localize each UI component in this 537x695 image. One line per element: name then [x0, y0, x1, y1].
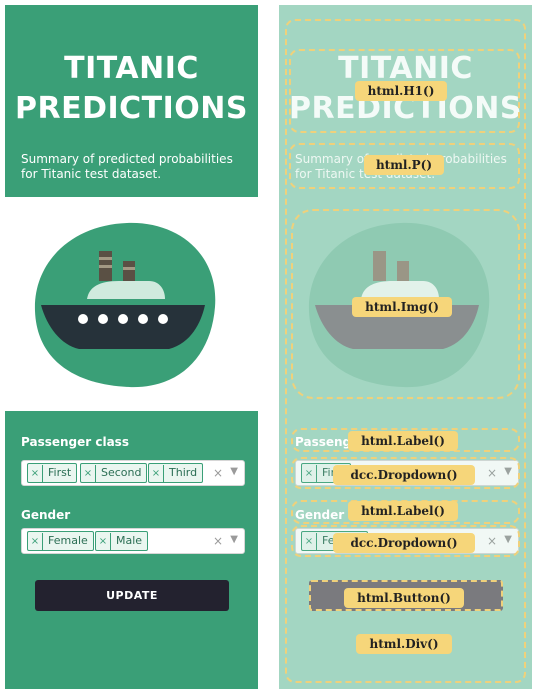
remove-icon[interactable]: ×	[81, 465, 96, 483]
remove-icon: ×	[302, 465, 317, 483]
caret-down-icon: ▼	[504, 534, 512, 545]
outline-label-1	[291, 428, 520, 452]
chip-second[interactable]: × Second	[80, 463, 148, 483]
passenger-class-label: Passenger class	[21, 435, 129, 449]
chip-male[interactable]: × Male	[95, 531, 149, 551]
tag-label-1: html.Label()	[348, 431, 458, 451]
image-section	[5, 197, 258, 411]
gender-label: Gender	[21, 508, 71, 522]
remove-icon[interactable]: ×	[28, 465, 43, 483]
clear-icon: ×	[486, 466, 497, 480]
tag-div: html.Div()	[356, 634, 452, 654]
gender-dropdown[interactable]: × Female × Male × ▼	[21, 528, 245, 554]
ship-image	[34, 222, 216, 388]
tag-dropdown-1: dcc.Dropdown()	[333, 465, 475, 485]
clear-icon[interactable]: ×	[212, 534, 223, 548]
title-line-2: PREDICTIONS	[14, 91, 248, 126]
outline-h1	[289, 49, 520, 133]
clear-icon[interactable]: ×	[212, 466, 223, 480]
overlay-gender-label: Gender	[295, 508, 345, 522]
chip-third[interactable]: × Third	[148, 463, 204, 483]
caret-down-icon: ▼	[504, 466, 512, 477]
tag-label-2: html.Label()	[348, 501, 458, 521]
outline-img	[291, 209, 520, 399]
header-section: TITANIC PREDICTIONS Summary of predicted…	[5, 5, 258, 197]
chip-female[interactable]: × Female	[27, 531, 94, 551]
outline-div	[285, 19, 526, 683]
caret-down-icon[interactable]: ▼	[230, 534, 238, 545]
tag-img: html.Img()	[352, 297, 452, 317]
page-title: TITANIC PREDICTIONS	[5, 49, 258, 129]
caret-down-icon[interactable]: ▼	[230, 466, 238, 477]
clear-icon: ×	[486, 534, 497, 548]
chip-first[interactable]: × First	[27, 463, 78, 483]
annotated-panel: TITANIC PREDICTIONS Summary of predicted…	[279, 5, 532, 689]
remove-icon[interactable]: ×	[28, 533, 43, 551]
update-button[interactable]: UPDATE	[35, 580, 229, 611]
tag-dropdown-2: dcc.Dropdown()	[333, 533, 475, 553]
outline-dropdown-1	[291, 457, 520, 489]
title-line-1: TITANIC	[64, 51, 199, 86]
remove-icon: ×	[302, 533, 317, 551]
app-panel: TITANIC PREDICTIONS Summary of predicted…	[5, 5, 258, 689]
remove-icon[interactable]: ×	[96, 533, 111, 551]
page-subtitle: Summary of predicted probabilities for T…	[21, 152, 233, 181]
remove-icon[interactable]: ×	[149, 465, 164, 483]
tag-p: html.P()	[364, 155, 444, 175]
passenger-class-dropdown[interactable]: × First × Second × Third × ▼	[21, 460, 245, 486]
outline-p	[289, 143, 520, 189]
tag-button: html.Button()	[344, 588, 464, 608]
tag-h1: html.H1()	[355, 81, 447, 101]
outline-dropdown-2	[291, 525, 520, 557]
overlay-title-line-1: TITANIC	[338, 51, 473, 86]
